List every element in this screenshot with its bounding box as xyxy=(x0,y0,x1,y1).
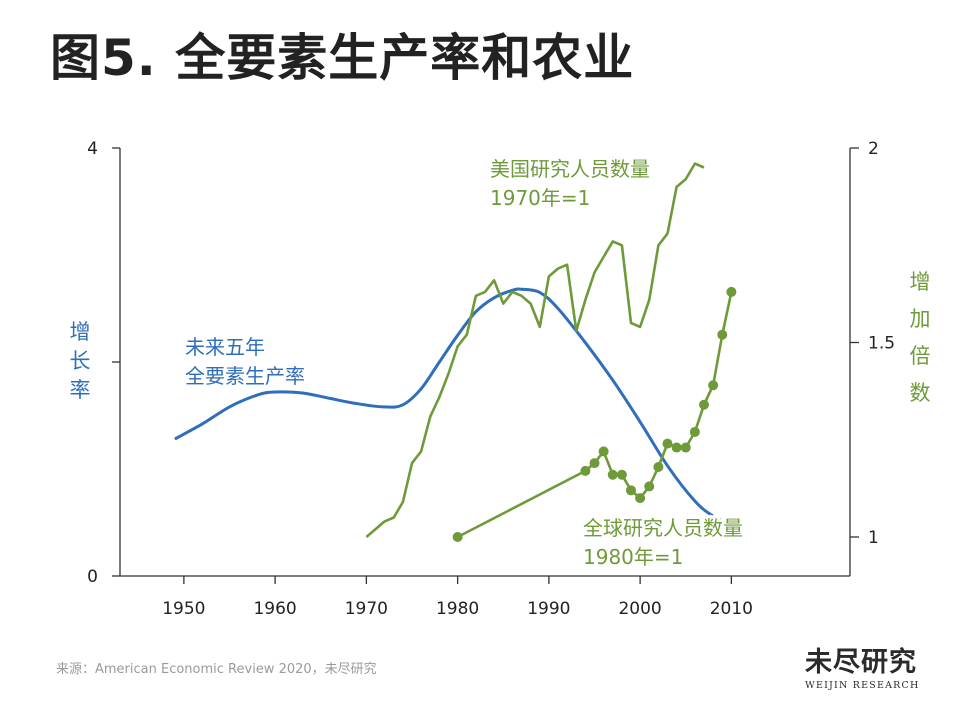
x-tick-label: 1990 xyxy=(527,599,570,619)
y-right-axis-label: 数 xyxy=(910,381,931,405)
y-right-tick-label: 2 xyxy=(868,139,879,159)
slide-title: 图5. 全要素生产率和农业 xyxy=(50,29,635,87)
x-tick-label: 1960 xyxy=(253,599,296,619)
series-line-global-researchers xyxy=(457,291,733,539)
series-point-global-researchers xyxy=(644,481,655,492)
y-left-axis-label: 增 xyxy=(70,320,91,344)
series-point-global-researchers xyxy=(616,469,627,480)
y-left-axis-label: 长 xyxy=(70,349,91,373)
y-right-axis-label: 加 xyxy=(910,307,931,331)
logo-wordmark: 未尽研究 xyxy=(805,647,917,678)
series-point-global-researchers xyxy=(699,399,709,410)
series-point-global-researchers xyxy=(717,329,728,340)
series-point-global-researchers xyxy=(635,493,646,504)
y-left-axis-label: 率 xyxy=(70,378,91,402)
x-tick-label: 1950 xyxy=(162,599,205,619)
series-point-global-researchers xyxy=(580,465,591,476)
series-point-global-researchers xyxy=(689,426,700,437)
y-right-tick-label: 1.5 xyxy=(868,334,895,354)
y-right-axis-label: 倍 xyxy=(910,344,931,368)
series-point-global-researchers xyxy=(662,438,673,449)
series-label-tfp: 全要素生产率 xyxy=(185,364,305,388)
x-tick-label: 2000 xyxy=(618,599,661,619)
series-label-tfp: 未来五年 xyxy=(185,335,265,359)
series-point-global-researchers xyxy=(671,442,682,453)
series-point-global-researchers xyxy=(653,461,664,472)
series-point-global-researchers xyxy=(598,446,609,457)
series-line-tfp xyxy=(174,287,733,528)
x-tick-label: 1980 xyxy=(436,599,479,619)
chart: 1950 1960 1970 1980 1990 2000 20100411.52增长率增加… xyxy=(70,139,931,619)
series-point-global-researchers xyxy=(452,532,463,542)
x-tick-label: 1970 xyxy=(345,599,388,619)
series-label-global-researchers: 全球研究人员数量 xyxy=(583,516,743,540)
y-right-axis-label: 增 xyxy=(910,270,931,294)
series-point-global-researchers xyxy=(589,458,600,469)
source-note: 来源：American Economic Review 2020，未尽研究 xyxy=(56,662,377,677)
brand-logo: 未尽研究 WEIJIN RESEARCH xyxy=(805,647,925,692)
x-tick-label: 2010 xyxy=(710,599,753,619)
series-label-global-researchers: 1980年=1 xyxy=(583,545,683,569)
logo-subtitle: WEIJIN RESEARCH xyxy=(805,680,920,691)
series-line-us-researchers xyxy=(365,162,705,538)
y-left-tick-label: 4 xyxy=(87,139,98,159)
series-point-global-researchers xyxy=(626,485,636,496)
series-point-global-researchers xyxy=(680,442,691,453)
y-left-tick-label: 0 xyxy=(87,567,98,587)
series-label-us-researchers: 美国研究人员数量 xyxy=(490,157,650,181)
y-right-tick-label: 1 xyxy=(868,528,879,548)
series-point-global-researchers xyxy=(726,286,737,297)
series-point-global-researchers xyxy=(708,380,719,391)
series-label-us-researchers: 1970年=1 xyxy=(490,186,590,210)
series-point-global-researchers xyxy=(607,469,618,480)
